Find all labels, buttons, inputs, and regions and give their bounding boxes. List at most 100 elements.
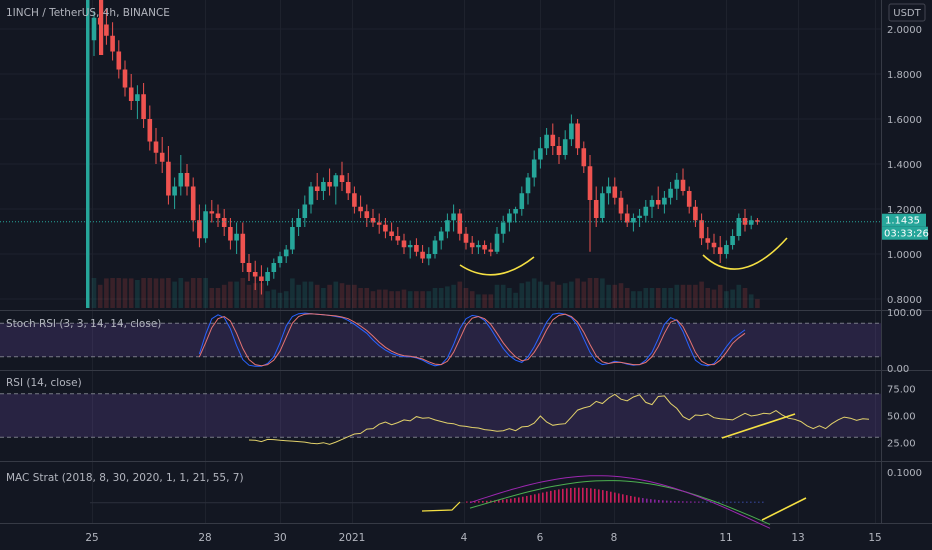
- mac-histogram-bar: [586, 487, 588, 503]
- mac-histogram-bar: [542, 492, 544, 503]
- mac-histogram-bar: [746, 501, 748, 503]
- mac-histogram-bar: [646, 498, 648, 503]
- candle: [172, 186, 177, 196]
- volume-bar: [668, 288, 673, 308]
- volume-bar: [414, 291, 419, 308]
- candle: [606, 186, 611, 194]
- volume-bar: [184, 281, 190, 308]
- mac-fast-line: [469, 475, 771, 529]
- candle: [445, 220, 450, 232]
- candle: [128, 87, 134, 101]
- mac-histogram-bar: [762, 501, 764, 503]
- volume-bar: [556, 284, 562, 308]
- mac-histogram-bar: [678, 501, 680, 503]
- price-tick: 2.0000: [887, 25, 922, 36]
- mac-histogram-bar: [574, 487, 576, 503]
- mac-histogram-bar: [518, 497, 520, 503]
- volume-bar: [290, 278, 295, 308]
- candle: [153, 141, 159, 153]
- stoch-tick: 100.00: [887, 308, 922, 319]
- volume-bar: [302, 281, 308, 308]
- candle: [302, 204, 308, 218]
- volume-bar: [339, 283, 345, 308]
- mac-histogram-bar: [558, 489, 560, 503]
- candle: [451, 213, 456, 221]
- candle: [209, 211, 215, 214]
- volume-bar: [457, 281, 463, 308]
- volume-bar: [364, 288, 370, 308]
- volume-bar: [531, 278, 537, 308]
- volume-bar: [91, 278, 97, 308]
- candle: [693, 206, 698, 221]
- mac-slow-line: [469, 480, 771, 525]
- mac-histogram-bar: [522, 496, 524, 503]
- stoch-rsi-title: Stoch RSI (3, 3, 14, 14, close): [6, 318, 161, 330]
- rsi-band-fill: [0, 393, 881, 438]
- mac-histogram-bar: [738, 501, 740, 503]
- rsi-line-group: [248, 393, 870, 445]
- mac-histogram-bar: [662, 500, 664, 503]
- annotations: [459, 237, 807, 521]
- candle: [401, 240, 407, 248]
- mac-histogram-bar: [638, 497, 640, 503]
- candle: [259, 276, 264, 281]
- currency-label[interactable]: USDT: [888, 3, 926, 22]
- candle: [618, 197, 624, 214]
- volume-bar: [104, 278, 109, 308]
- volume-bar: [711, 289, 717, 308]
- candle: [674, 179, 680, 189]
- candle: [110, 35, 115, 52]
- mac-histogram-bar: [614, 492, 616, 503]
- candle: [655, 200, 661, 205]
- mac-histogram-bar: [654, 499, 656, 503]
- candle: [376, 222, 382, 225]
- candle: [519, 193, 525, 209]
- volume-bar: [426, 291, 432, 308]
- volume-bar: [352, 284, 357, 308]
- candle: [755, 220, 760, 222]
- volume-bar: [432, 288, 438, 308]
- volume-bar: [730, 289, 735, 308]
- candle: [748, 220, 754, 225]
- candlesticks[interactable]: [86, 0, 760, 308]
- candle: [358, 206, 363, 212]
- mac-histogram-bar: [642, 498, 644, 503]
- time-tick: 13: [791, 532, 804, 544]
- mac-histogram-bar: [610, 491, 612, 503]
- volume-bar: [755, 299, 760, 308]
- cup-annotation-right: [702, 237, 788, 270]
- mac-histogram-bar: [734, 501, 736, 503]
- candle: [122, 69, 128, 88]
- candle: [649, 200, 655, 207]
- price-axis-labels: 2.0000 1.8000 1.6000 1.4000 1.2000 1.0000 0.80…: [887, 25, 922, 479]
- mac-histogram-bar: [758, 501, 760, 503]
- rsi-tick: 50.00: [887, 412, 916, 423]
- stoch-tick: 0.00: [887, 364, 909, 375]
- volume-bar: [451, 284, 456, 308]
- volume-bar: [234, 281, 239, 308]
- time-axis-labels: 25 28 30 2021 4 6 8 11 13 15: [85, 532, 881, 544]
- volume-bar: [277, 292, 283, 308]
- volume-bar: [370, 291, 376, 308]
- candle: [327, 182, 332, 187]
- volume-bar: [383, 289, 388, 308]
- mac-histogram-bar: [546, 491, 548, 503]
- volume-bar: [395, 291, 401, 308]
- volume-bar: [488, 294, 494, 308]
- candle: [705, 238, 711, 243]
- candle: [525, 177, 531, 194]
- mac-histogram-bar: [590, 488, 592, 503]
- mac-histogram-bar: [538, 493, 540, 503]
- volume-bar: [97, 284, 103, 308]
- candle: [680, 179, 686, 191]
- candle: [178, 173, 184, 187]
- mac-histogram-bar: [618, 493, 620, 503]
- time-tick: 11: [719, 532, 732, 544]
- volume-bar: [748, 294, 754, 308]
- rsi-trendline: [721, 413, 796, 439]
- mac-histogram-bar: [510, 498, 512, 503]
- candle: [104, 24, 109, 36]
- stoch-d-line: [198, 313, 746, 367]
- volume-bar: [246, 284, 252, 308]
